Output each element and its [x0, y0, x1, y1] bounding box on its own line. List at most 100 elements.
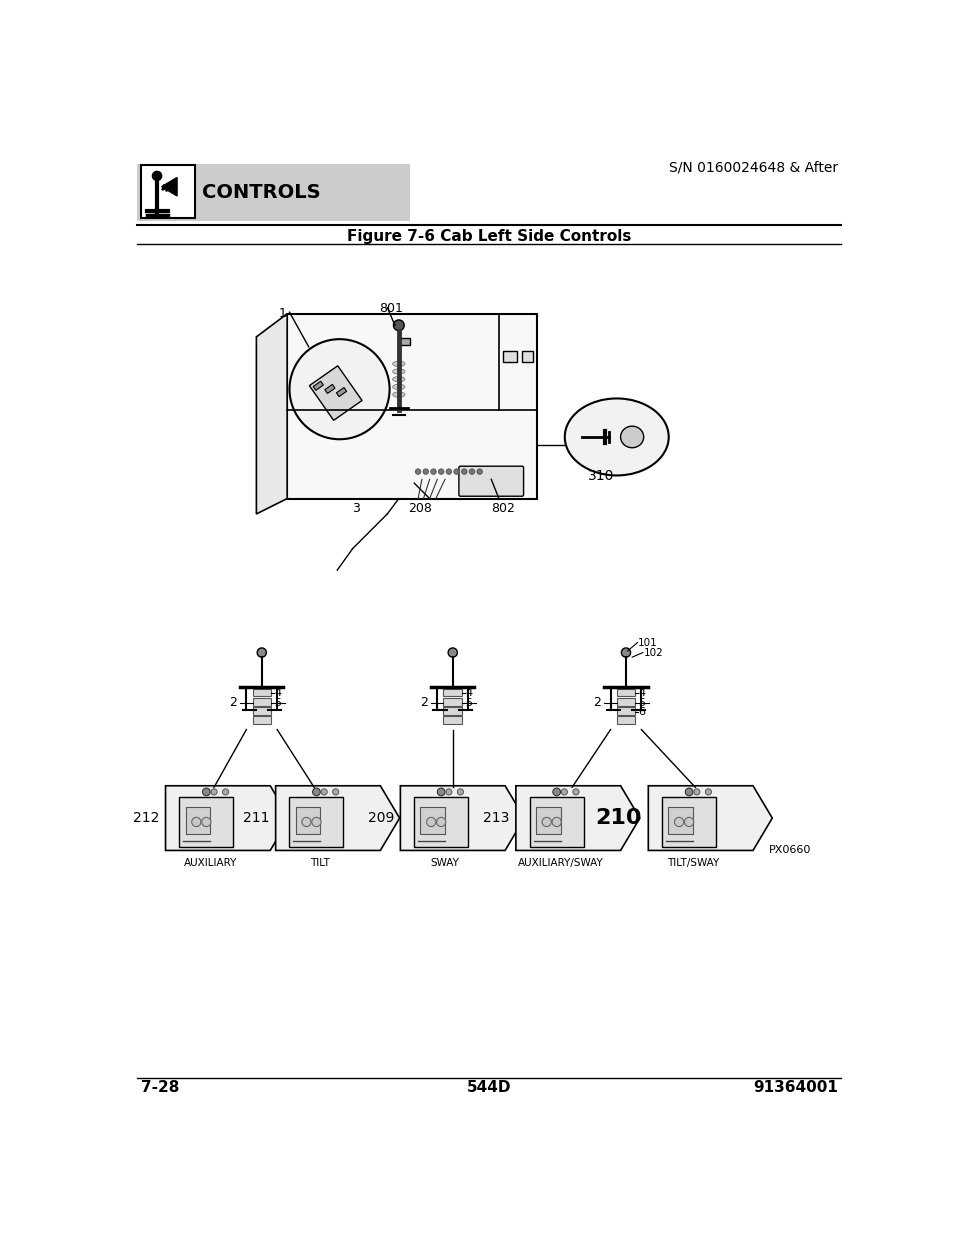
Text: TILT/SWAY: TILT/SWAY — [666, 858, 719, 868]
Bar — [443, 689, 461, 697]
Bar — [253, 708, 271, 715]
Ellipse shape — [393, 361, 405, 367]
Text: 102: 102 — [643, 647, 662, 657]
Circle shape — [313, 788, 320, 795]
Text: 5: 5 — [274, 698, 281, 708]
Text: 6: 6 — [638, 706, 644, 716]
Bar — [668, 806, 692, 834]
Text: 2: 2 — [229, 697, 237, 709]
Text: 544D: 544D — [466, 1081, 511, 1095]
Polygon shape — [256, 314, 287, 514]
Circle shape — [152, 172, 161, 180]
Bar — [185, 806, 210, 834]
Text: SWAY: SWAY — [430, 858, 459, 868]
Bar — [253, 698, 271, 705]
Bar — [536, 806, 560, 834]
Polygon shape — [309, 366, 361, 420]
Text: 7-28: 7-28 — [141, 1081, 179, 1095]
Text: 801: 801 — [378, 303, 403, 315]
Text: TILT: TILT — [310, 858, 330, 868]
Text: 802: 802 — [491, 503, 515, 515]
Circle shape — [301, 818, 311, 826]
Bar — [616, 698, 635, 705]
Circle shape — [211, 789, 217, 795]
Circle shape — [541, 818, 551, 826]
Bar — [287, 314, 537, 499]
Ellipse shape — [393, 369, 405, 374]
Text: 5: 5 — [638, 698, 644, 708]
Circle shape — [192, 818, 201, 826]
Bar — [616, 716, 635, 724]
Bar — [400, 338, 409, 345]
Circle shape — [312, 818, 321, 826]
Text: 2: 2 — [419, 697, 428, 709]
Circle shape — [693, 789, 700, 795]
Circle shape — [674, 818, 683, 826]
Text: CONTROLS: CONTROLS — [202, 183, 321, 201]
Circle shape — [620, 648, 630, 657]
Bar — [295, 806, 320, 834]
Bar — [313, 382, 323, 390]
Bar — [443, 708, 461, 715]
Circle shape — [333, 789, 338, 795]
Circle shape — [704, 789, 711, 795]
Text: 101: 101 — [638, 637, 658, 647]
Polygon shape — [166, 785, 289, 851]
Bar — [324, 384, 335, 394]
Circle shape — [201, 818, 211, 826]
Bar — [616, 708, 635, 715]
Text: S/N 0160024648 & After: S/N 0160024648 & After — [668, 161, 837, 174]
Text: AUXILIARY/SWAY: AUXILIARY/SWAY — [517, 858, 603, 868]
Ellipse shape — [393, 384, 405, 389]
Text: 2: 2 — [593, 697, 600, 709]
Bar — [502, 352, 517, 362]
Circle shape — [436, 788, 444, 795]
Bar — [336, 388, 346, 396]
Circle shape — [448, 648, 456, 657]
Bar — [529, 798, 583, 846]
Circle shape — [426, 818, 436, 826]
Text: 4: 4 — [274, 688, 281, 698]
Circle shape — [684, 818, 693, 826]
Circle shape — [436, 818, 445, 826]
Circle shape — [321, 789, 327, 795]
Circle shape — [445, 789, 452, 795]
Text: 4: 4 — [638, 688, 645, 698]
FancyBboxPatch shape — [458, 466, 523, 496]
Bar — [253, 716, 271, 724]
Circle shape — [560, 789, 567, 795]
Polygon shape — [400, 785, 524, 851]
Bar — [661, 798, 716, 846]
Circle shape — [552, 818, 560, 826]
Bar — [521, 352, 533, 362]
Circle shape — [461, 469, 466, 474]
Circle shape — [438, 469, 443, 474]
Text: 210: 210 — [595, 808, 641, 829]
Circle shape — [469, 469, 475, 474]
Circle shape — [202, 788, 210, 795]
Circle shape — [456, 789, 463, 795]
Text: 310: 310 — [588, 469, 614, 483]
Polygon shape — [275, 785, 399, 851]
Polygon shape — [161, 178, 177, 196]
Text: PX0660: PX0660 — [767, 845, 810, 855]
Bar — [179, 798, 233, 846]
Ellipse shape — [620, 426, 643, 448]
Bar — [137, 163, 410, 221]
Circle shape — [572, 789, 578, 795]
Bar — [141, 165, 194, 217]
Circle shape — [684, 788, 692, 795]
Circle shape — [415, 469, 420, 474]
Circle shape — [476, 469, 482, 474]
Circle shape — [222, 789, 229, 795]
Text: 211: 211 — [243, 811, 269, 825]
Text: 1: 1 — [278, 308, 286, 320]
Text: Figure 7-6 Cab Left Side Controls: Figure 7-6 Cab Left Side Controls — [346, 230, 631, 245]
Text: 5: 5 — [464, 698, 472, 708]
Text: 212: 212 — [132, 811, 159, 825]
Circle shape — [552, 788, 560, 795]
Ellipse shape — [564, 399, 668, 475]
Text: 209: 209 — [368, 811, 394, 825]
Bar — [253, 689, 271, 697]
Circle shape — [431, 469, 436, 474]
